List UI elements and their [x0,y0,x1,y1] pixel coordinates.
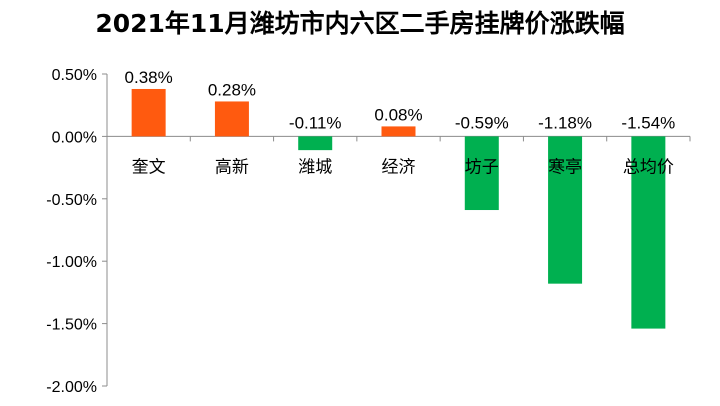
data-label: -1.18% [538,113,592,132]
bar [214,101,249,137]
category-label: 总均价 [623,157,674,177]
data-label: 0.28% [208,80,256,99]
bar [298,136,333,151]
chart-title: 2021年11月潍坊市内六区二手房挂牌价涨跌幅 [95,9,625,38]
labels: 奎文 高新 潍城 经济 坊子 寒亭 总均价 0.38% 0.28% -0.11% 0.08% -0.5… [125,68,676,177]
data-label: -0.59% [455,113,509,132]
data-label: 0.08% [374,105,422,124]
category-label: 坊子 [465,157,499,177]
y-tick-label: -1.00% [46,254,97,271]
data-label: -0.11% [289,113,342,132]
data-label: 0.38% [125,68,173,87]
bar [464,136,499,211]
data-label: -1.54% [621,113,675,132]
bar [381,126,416,137]
bars [131,88,666,329]
y-tick-label: 0.00% [52,129,97,146]
category-label: 潍城 [298,157,332,177]
bar [631,136,666,329]
bar [548,136,583,284]
bar [131,88,166,137]
y-tick-label: -1.50% [46,317,97,334]
category-label: 经济 [382,157,416,177]
category-label: 寒亭 [548,157,582,177]
y-tick-label: -2.00% [46,379,97,396]
category-label: 奎文 [132,157,166,177]
category-label: 高新 [215,157,249,177]
y-tick-label: 0.50% [52,67,97,84]
y-tick-label: -0.50% [46,192,97,209]
